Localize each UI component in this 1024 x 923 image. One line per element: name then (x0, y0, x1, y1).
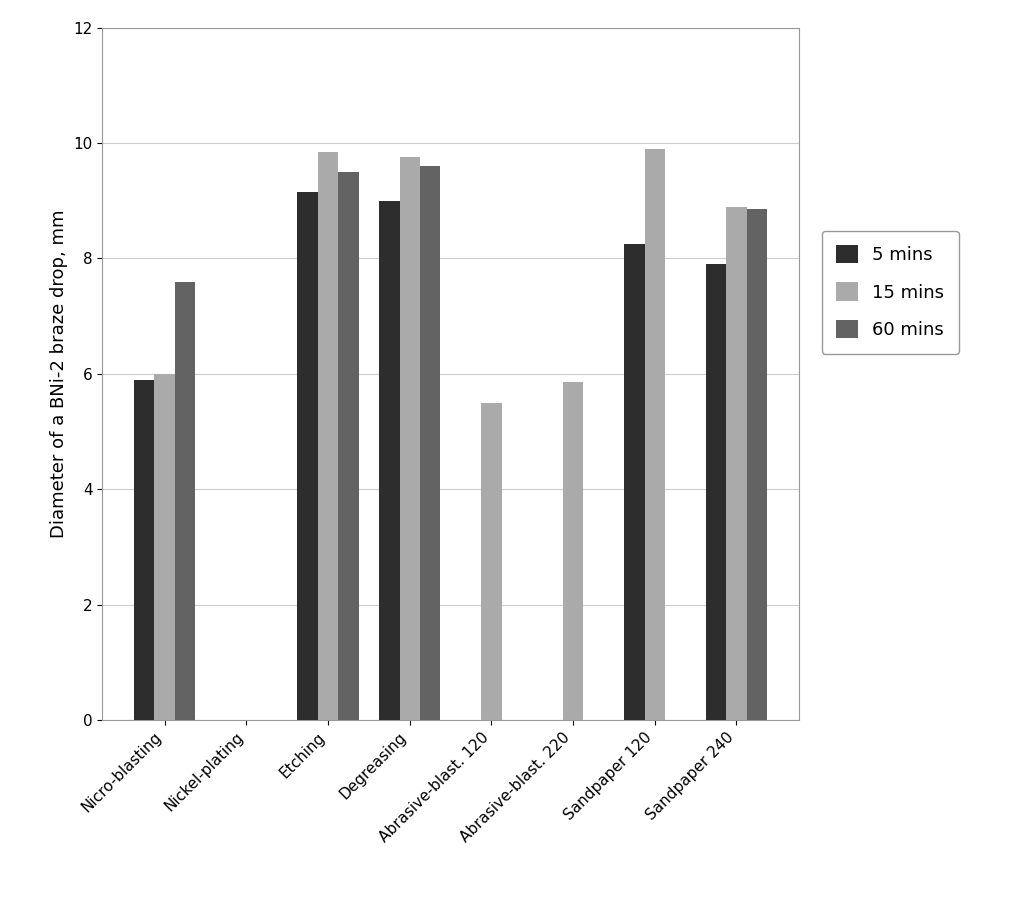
Legend: 5 mins, 15 mins, 60 mins: 5 mins, 15 mins, 60 mins (821, 231, 958, 354)
Bar (317, 151, 338, 720)
Bar (481, 402, 502, 720)
Y-axis label: Diameter of a BNi-2 braze drop, mm: Diameter of a BNi-2 braze drop, mm (50, 210, 68, 538)
Bar (379, 201, 399, 720)
Bar (155, 374, 175, 720)
Bar (175, 282, 196, 720)
Bar (726, 207, 746, 720)
Bar (134, 379, 155, 720)
Bar (746, 210, 767, 720)
Bar (625, 244, 644, 720)
Bar (706, 264, 726, 720)
Bar (338, 172, 358, 720)
Bar (297, 192, 317, 720)
Bar (644, 149, 665, 720)
Bar (420, 166, 440, 720)
Bar (563, 382, 584, 720)
Bar (399, 158, 420, 720)
